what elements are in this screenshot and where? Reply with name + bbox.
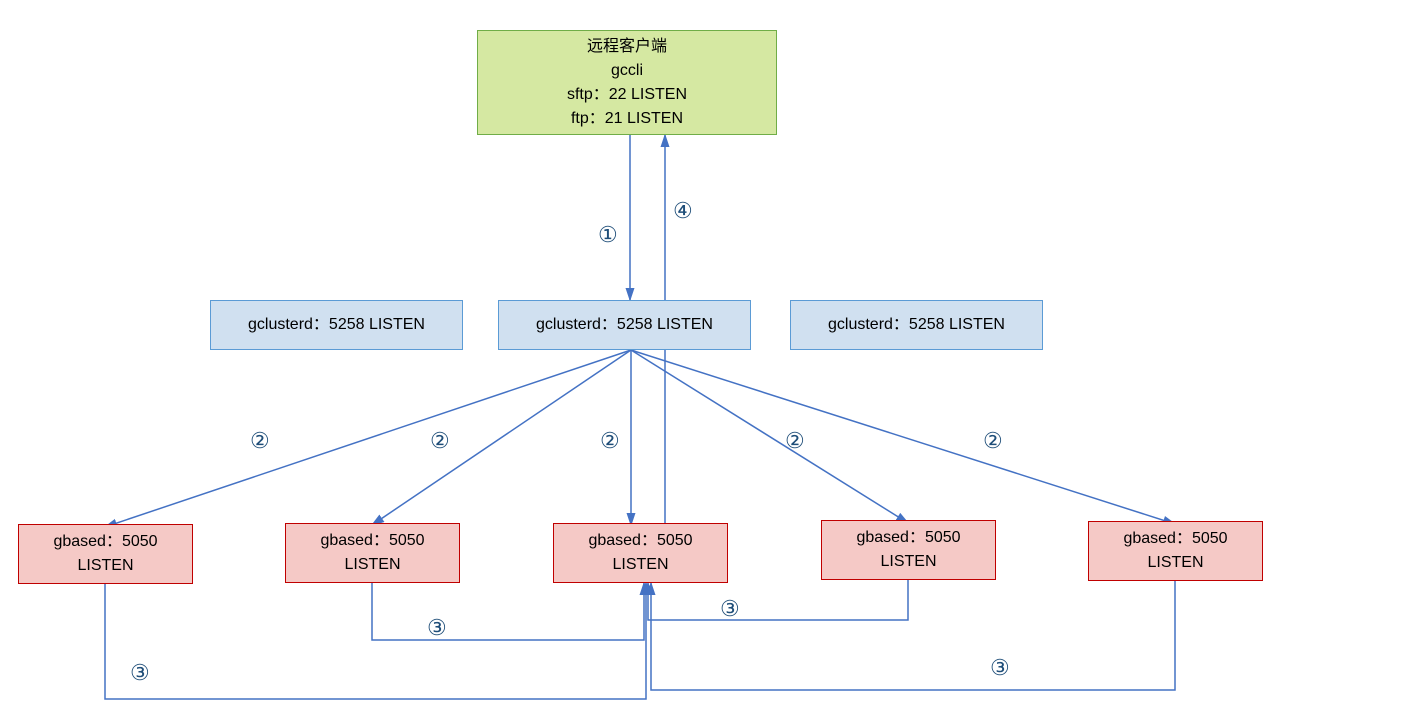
label-1: ① bbox=[598, 222, 618, 248]
label-2e: ② bbox=[983, 428, 1003, 454]
label-2d: ② bbox=[785, 428, 805, 454]
client-line3: sftp：22 LISTEN bbox=[567, 83, 687, 107]
gclusterd-node-2: gclusterd：5258 LISTEN bbox=[790, 300, 1043, 350]
gbased-node-2: gbased：5050 LISTEN bbox=[553, 523, 728, 583]
gclusterd-node-0: gclusterd：5258 LISTEN bbox=[210, 300, 463, 350]
client-line4: ftp：21 LISTEN bbox=[571, 107, 683, 131]
gbased-node-1: gbased：5050 LISTEN bbox=[285, 523, 460, 583]
label-3d: ③ bbox=[990, 655, 1010, 681]
client-line2: gccli bbox=[611, 59, 643, 83]
client-node: 远程客户端 gccli sftp：22 LISTEN ftp：21 LISTEN bbox=[477, 30, 777, 135]
label-3b: ③ bbox=[427, 615, 447, 641]
label-2a: ② bbox=[250, 428, 270, 454]
gbased-node-4: gbased：5050 LISTEN bbox=[1088, 521, 1263, 581]
gbased-node-3: gbased：5050 LISTEN bbox=[821, 520, 996, 580]
gclusterd-node-1: gclusterd：5258 LISTEN bbox=[498, 300, 751, 350]
label-2c: ② bbox=[600, 428, 620, 454]
client-title: 远程客户端 bbox=[587, 35, 667, 59]
label-2b: ② bbox=[430, 428, 450, 454]
gbased-node-0: gbased：5050 LISTEN bbox=[18, 524, 193, 584]
label-3a: ③ bbox=[130, 660, 150, 686]
label-4: ④ bbox=[673, 198, 693, 224]
label-3c: ③ bbox=[720, 596, 740, 622]
